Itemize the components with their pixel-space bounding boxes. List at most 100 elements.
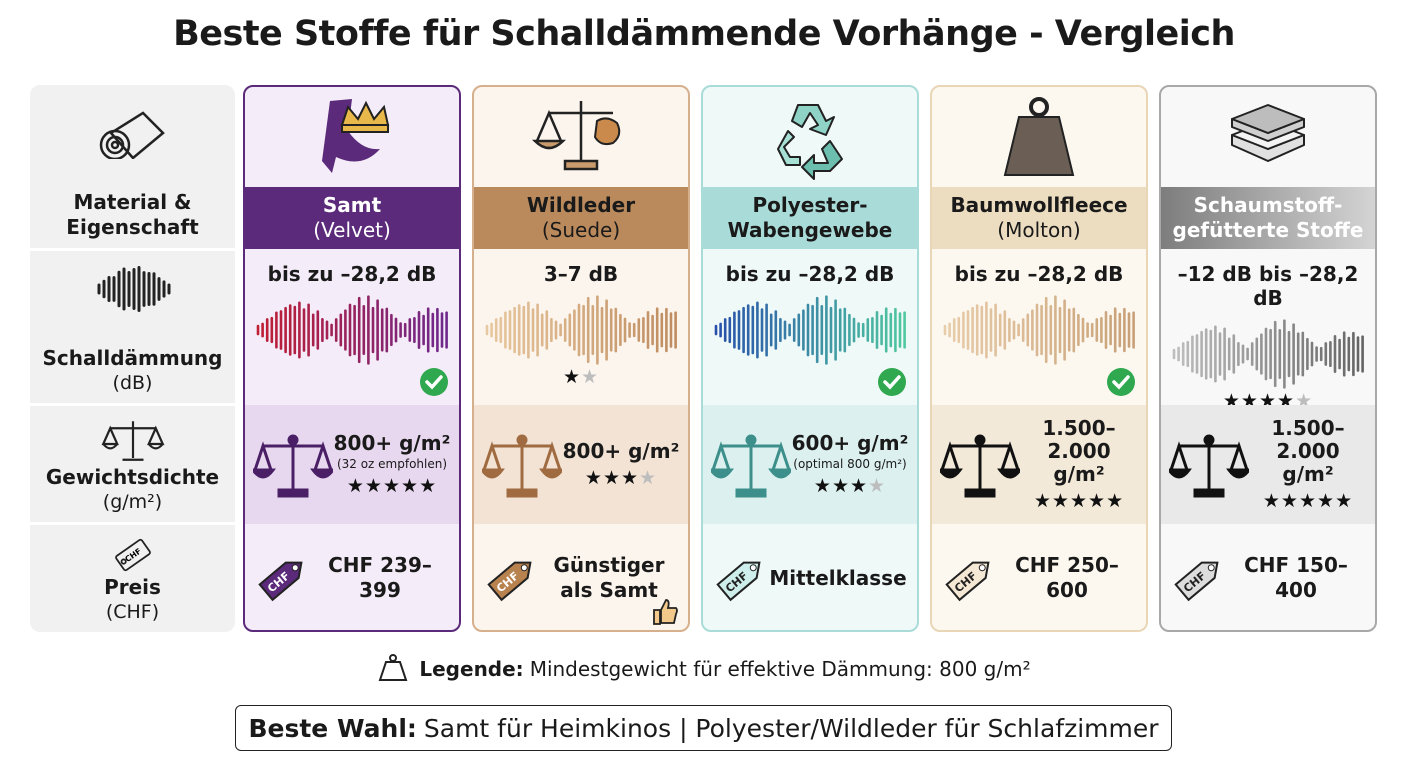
- star: ★: [1051, 490, 1070, 512]
- weight-text: 800+ g/m² ★★★★: [562, 439, 680, 490]
- row-label-text: Material &: [73, 190, 192, 214]
- weight-value: g/m²: [1053, 462, 1105, 486]
- weight-value: 1.500–2.000: [1271, 416, 1345, 463]
- weight-cell: 1.500–2.000 g/m² ★★★★★: [932, 405, 1146, 524]
- star: ★: [831, 475, 850, 497]
- weight-value: 800+ g/m²: [562, 439, 680, 463]
- column: Samt (Velvet) bis zu –28,2 dB 800+ g/m² (32 …: [243, 85, 461, 632]
- column: Wildleder (Suede) 3–7 dB ★★ 800+ g/m² ★★★★ CHF…: [472, 85, 690, 632]
- icon: [711, 434, 791, 497]
- star: ★: [401, 475, 420, 497]
- footer: Beste Wahl: Samt für Heimkinos | Polyeste…: [235, 705, 1172, 751]
- price-value: Günstiger: [553, 553, 665, 577]
- price-text: CHF 150–400: [1227, 553, 1365, 603]
- icon: [1231, 104, 1305, 162]
- column-name: Wildleder: [526, 193, 636, 217]
- icon: [940, 434, 1020, 497]
- row-label-unit: (CHF): [105, 601, 160, 623]
- icon: [1172, 319, 1364, 389]
- sound-cell: bis zu –28,2 dB: [703, 249, 917, 405]
- sound-value: bis zu –28,2 dB: [954, 262, 1124, 286]
- price-cell: CHF CHF 250–600: [932, 524, 1146, 630]
- row-label: Material & Eigenschaft: [30, 85, 235, 248]
- weight-value: 800+ g/m²: [333, 431, 451, 455]
- column-header: Polyester- Wabengewebe: [703, 187, 917, 249]
- star: ★: [1106, 490, 1125, 512]
- star: ★: [382, 475, 402, 497]
- icon: CHF: [258, 561, 303, 602]
- column-header: Baumwollfleece (Molton): [932, 187, 1146, 249]
- price-text: Günstiger als Samt: [540, 553, 678, 603]
- star: ★: [584, 467, 603, 489]
- column: Schaumstoff-gefütterte Stoffe –12 dB bis …: [1159, 85, 1377, 632]
- column-name: Polyester-: [752, 193, 868, 217]
- price-value: Mittelklasse: [769, 565, 907, 590]
- check-mark: [878, 368, 906, 396]
- price-value: als Samt: [560, 578, 658, 602]
- star: ★: [1262, 490, 1281, 512]
- price-cell: CHF Mittelklasse: [703, 524, 917, 630]
- star: ★: [850, 475, 869, 497]
- price-cell: CHF Günstiger als Samt: [474, 524, 688, 630]
- price-text: CHF 250–600: [998, 553, 1136, 603]
- icon: [97, 266, 170, 312]
- weight-cell: 800+ g/m² ★★★★: [474, 405, 688, 524]
- icon: [378, 654, 408, 681]
- column-icon: [1161, 87, 1375, 187]
- price-cell: CHF CHF 239–399: [245, 524, 459, 630]
- weight-note: (optimal 800 g/m²): [793, 457, 907, 471]
- star: ★: [639, 467, 658, 489]
- row-label: Gewichtsdichte (g/m²): [30, 403, 235, 522]
- icon: CHF: [1174, 561, 1219, 602]
- column-name: Samt: [322, 193, 382, 217]
- icon: [1003, 97, 1075, 176]
- column-name: Wabengewebe: [727, 218, 893, 242]
- star: ★: [1298, 490, 1318, 512]
- star: ★: [364, 475, 383, 497]
- weight-value: 600+ g/m²: [791, 431, 909, 455]
- column-header: Wildleder (Suede): [474, 187, 688, 249]
- row-label-text: Eigenschaft: [66, 215, 199, 239]
- star: ★: [1280, 490, 1299, 512]
- legend-label: Legende:: [419, 657, 524, 681]
- weight-text: 800+ g/m² (32 oz empfohlen) ★★★★★: [333, 431, 451, 498]
- column-icon: [932, 87, 1146, 187]
- star-rating: ★★★★★: [1249, 490, 1367, 512]
- star-rating: ★★: [474, 366, 688, 388]
- price-value: CHF 250–600: [1015, 553, 1119, 602]
- footer-label: Beste Wahl:: [248, 713, 417, 743]
- price-value: CHF 150–400: [1244, 553, 1348, 602]
- column-name: gefütterte Stoffe: [1172, 218, 1364, 242]
- icon: [101, 421, 164, 461]
- legend-text: Mindestgewicht für effektive Dämmung: 80…: [529, 657, 1031, 681]
- icon: [253, 434, 333, 497]
- row-label-text: Preis: [104, 575, 161, 599]
- star: ★: [813, 475, 832, 497]
- icon: [777, 104, 843, 180]
- star: ★: [602, 467, 621, 489]
- weight-text: 1.500–2.000 g/m² ★★★★★: [1249, 416, 1367, 513]
- column: Polyester- Wabengewebe bis zu –28,2 dB 600+…: [701, 85, 919, 632]
- icon: [531, 101, 621, 171]
- icon: [482, 434, 562, 497]
- sound-cell: –12 dB bis –28,2 dB ★★★★★: [1161, 249, 1375, 412]
- column-header: Schaumstoff-gefütterte Stoffe: [1161, 187, 1375, 249]
- icon: CHF: [716, 561, 761, 602]
- row-label-unit: (g/m²): [102, 491, 163, 513]
- column-subtitle: (Suede): [541, 218, 621, 242]
- star-rating: ★★★★★: [1020, 490, 1138, 512]
- column-icon: [474, 87, 688, 187]
- icon: CHF: [945, 561, 990, 602]
- column-name: Baumwollfleece: [950, 193, 1128, 217]
- star: ★: [581, 366, 600, 388]
- star-rating: ★★★★: [791, 475, 909, 497]
- column-name: Schaumstoff-: [1193, 193, 1343, 217]
- column-icon: [703, 87, 917, 187]
- icon: [653, 599, 678, 625]
- star: ★: [868, 475, 887, 497]
- star: ★: [1088, 490, 1107, 512]
- star: ★: [346, 475, 365, 497]
- sound-cell: bis zu –28,2 dB: [932, 249, 1146, 405]
- star: ★: [562, 366, 581, 388]
